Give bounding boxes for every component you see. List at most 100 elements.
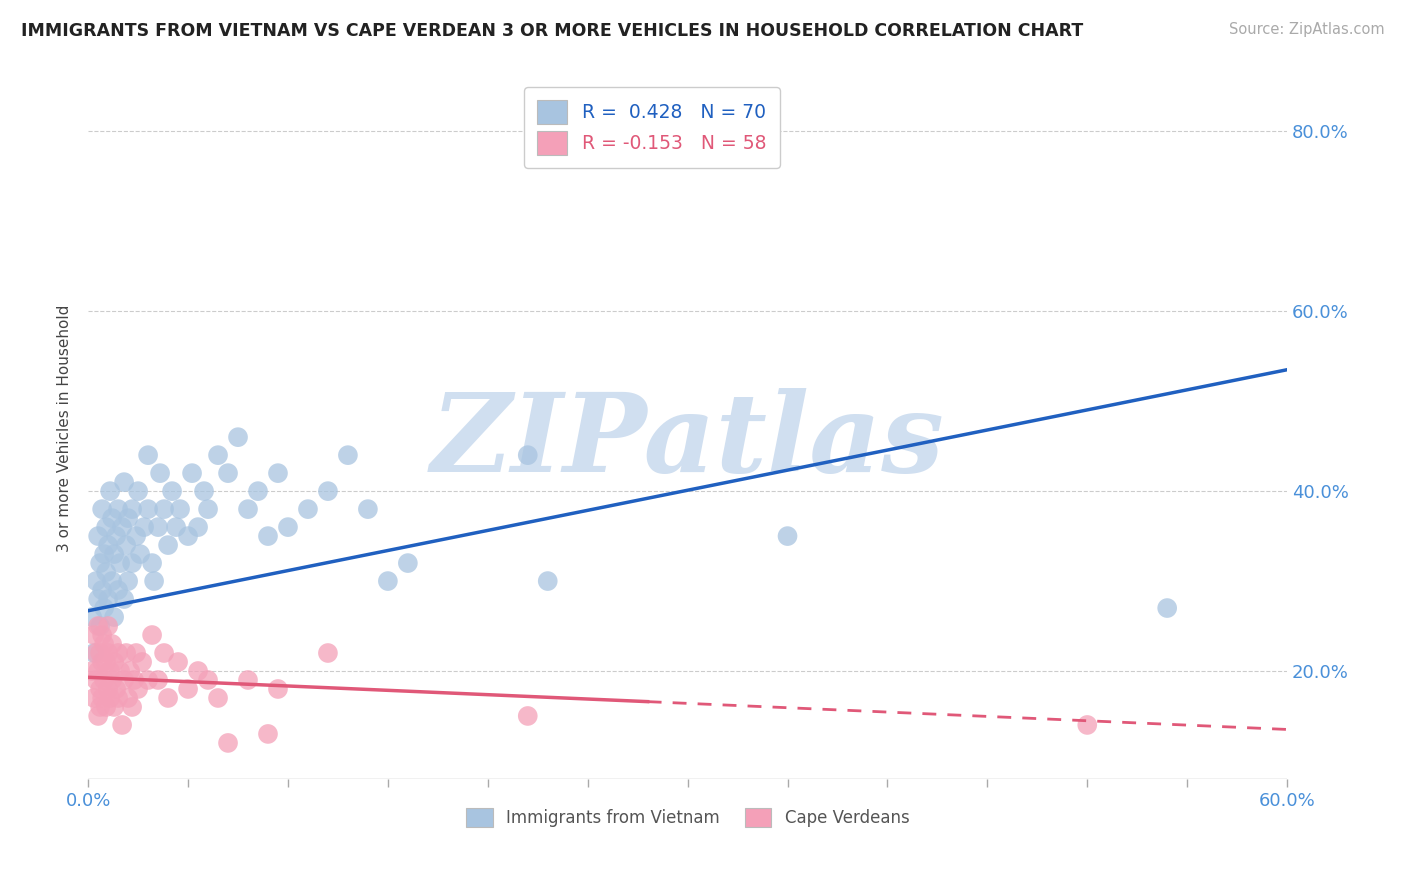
Point — [91, 655, 114, 669]
Point — [776, 529, 799, 543]
Point — [193, 484, 215, 499]
Point — [187, 664, 209, 678]
Point — [101, 574, 124, 588]
Point — [87, 709, 110, 723]
Point — [217, 466, 239, 480]
Point — [94, 565, 117, 579]
Point — [111, 718, 134, 732]
Point — [121, 556, 143, 570]
Point — [97, 619, 120, 633]
Point — [115, 646, 138, 660]
Point — [89, 646, 111, 660]
Point — [93, 637, 115, 651]
Point — [336, 448, 359, 462]
Point — [84, 574, 107, 588]
Point — [98, 664, 121, 678]
Point — [89, 700, 111, 714]
Point — [277, 520, 299, 534]
Point — [146, 673, 169, 687]
Point — [146, 520, 169, 534]
Y-axis label: 3 or more Vehicles in Household: 3 or more Vehicles in Household — [58, 304, 72, 552]
Point — [127, 681, 149, 696]
Point — [82, 610, 104, 624]
Point — [83, 646, 105, 660]
Point — [89, 681, 111, 696]
Point — [153, 502, 176, 516]
Point — [177, 681, 200, 696]
Point — [87, 664, 110, 678]
Point — [97, 538, 120, 552]
Point — [103, 700, 125, 714]
Point — [197, 673, 219, 687]
Point — [91, 628, 114, 642]
Point — [1076, 718, 1098, 732]
Point — [357, 502, 380, 516]
Point — [107, 583, 129, 598]
Point — [377, 574, 399, 588]
Point — [1156, 601, 1178, 615]
Text: Source: ZipAtlas.com: Source: ZipAtlas.com — [1229, 22, 1385, 37]
Point — [83, 690, 105, 705]
Point — [267, 681, 290, 696]
Point — [122, 673, 145, 687]
Point — [187, 520, 209, 534]
Point — [111, 520, 134, 534]
Point — [396, 556, 419, 570]
Point — [98, 690, 121, 705]
Point — [226, 430, 249, 444]
Point — [165, 520, 187, 534]
Point — [89, 619, 111, 633]
Point — [107, 502, 129, 516]
Point — [207, 448, 229, 462]
Point — [105, 529, 128, 543]
Point — [84, 646, 107, 660]
Point — [516, 709, 538, 723]
Point — [217, 736, 239, 750]
Point — [143, 574, 166, 588]
Point — [87, 619, 110, 633]
Point — [136, 502, 159, 516]
Point — [101, 637, 124, 651]
Point — [516, 448, 538, 462]
Point — [108, 664, 131, 678]
Point — [97, 592, 120, 607]
Point — [108, 556, 131, 570]
Text: ZIPatlas: ZIPatlas — [430, 388, 945, 496]
Point — [157, 690, 180, 705]
Point — [82, 664, 104, 678]
Point — [94, 520, 117, 534]
Point — [181, 466, 204, 480]
Point — [117, 690, 139, 705]
Point — [297, 502, 319, 516]
Point — [97, 681, 120, 696]
Point — [91, 502, 114, 516]
Point — [125, 646, 148, 660]
Point — [87, 529, 110, 543]
Point — [103, 655, 125, 669]
Point — [167, 655, 190, 669]
Point — [117, 574, 139, 588]
Point — [127, 484, 149, 499]
Point — [97, 646, 120, 660]
Point — [115, 538, 138, 552]
Point — [177, 529, 200, 543]
Point — [141, 556, 163, 570]
Point — [103, 610, 125, 624]
Point — [94, 655, 117, 669]
Point — [93, 547, 115, 561]
Point — [112, 475, 135, 490]
Point — [107, 690, 129, 705]
Point — [246, 484, 269, 499]
Point — [117, 511, 139, 525]
Point — [121, 502, 143, 516]
Point — [89, 556, 111, 570]
Legend: Immigrants from Vietnam, Cape Verdeans: Immigrants from Vietnam, Cape Verdeans — [460, 801, 917, 834]
Point — [98, 484, 121, 499]
Point — [112, 592, 135, 607]
Point — [197, 502, 219, 516]
Point — [257, 529, 280, 543]
Point — [91, 690, 114, 705]
Point — [257, 727, 280, 741]
Point — [131, 655, 153, 669]
Point — [153, 646, 176, 660]
